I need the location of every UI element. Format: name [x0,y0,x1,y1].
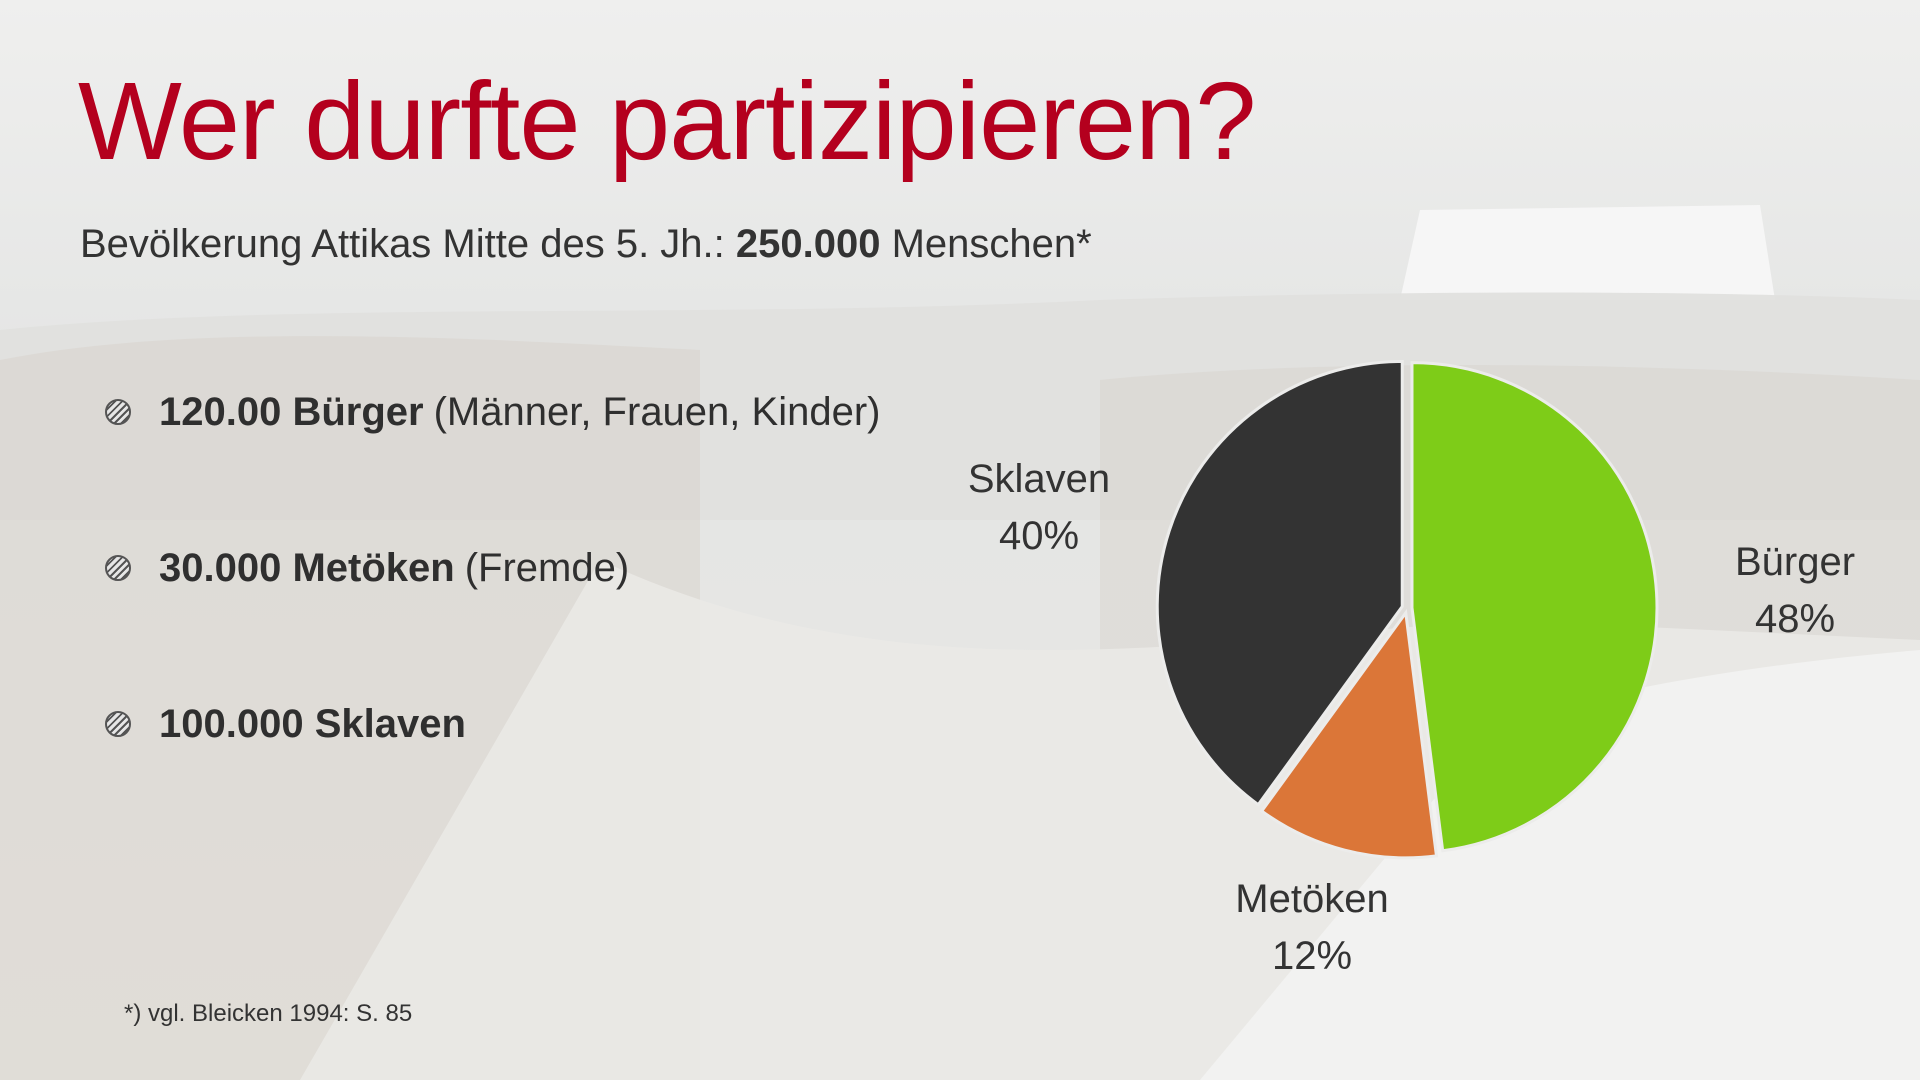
list-item-bold: 100.000 Sklaven [159,701,466,746]
subtitle-population-value: 250.000 [735,222,881,266]
list-item-sklaven: 100.000 Sklaven [105,694,880,754]
pie-label-category: Sklaven [968,457,1110,501]
pie-slice-2 [1155,359,1404,807]
pie-slice-0 [1410,361,1659,853]
list-item-buerger: 120.00 Bürger (Männer, Frauen, Kinder) [105,382,880,442]
list-item-bold: 120.00 Bürger [159,389,424,434]
subtitle-suffix: Menschen* [880,222,1092,266]
pie-label-category: Bürger [1735,540,1855,584]
pie-label-value: 12% [1272,934,1352,978]
footnote: *) vgl. Bleicken 1994: S. 85 [124,1000,413,1027]
subtitle-prefix: Bevölkerung Attikas Mitte des 5. Jh.: [80,222,736,266]
pie-label-value: 40% [999,514,1079,558]
pie-label-category: Metöken [1235,877,1388,921]
list-item-rest: (Männer, Frauen, Kinder) [433,389,881,434]
pie-label-value: 48% [1755,597,1835,641]
pie-slice-1 [1259,608,1439,860]
bullet-icon [105,711,131,737]
population-list: 120.00 Bürger (Männer, Frauen, Kinder) 3… [105,382,880,754]
pie-label-1: Metöken 12% [1235,877,1388,978]
subtitle: Bevölkerung Attikas Mitte des 5. Jh.: 25… [80,222,1092,267]
pie-label-2: Sklaven 40% [968,457,1110,558]
pie-label-0: Bürger 48% [1735,540,1855,641]
bullet-icon [105,399,131,425]
page-title: Wer durfte partizipieren? [78,60,1256,183]
list-item-rest: (Fremde) [464,545,630,590]
bullet-icon [105,555,131,581]
list-item-bold: 30.000 Metöken [159,545,455,590]
list-item-metoeken: 30.000 Metöken (Fremde) [105,538,880,598]
